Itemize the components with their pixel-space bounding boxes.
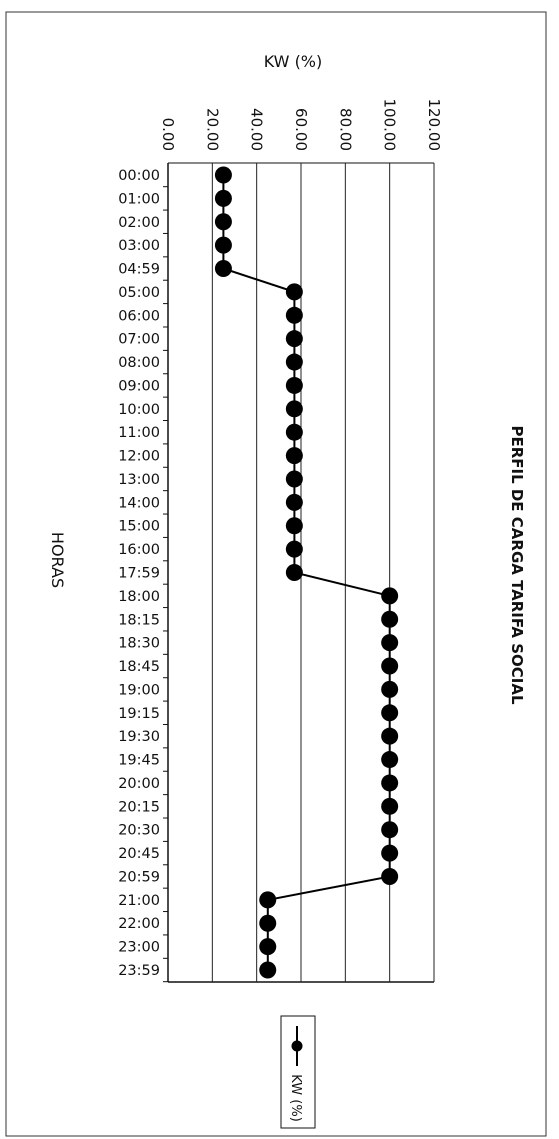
data-point <box>381 610 399 628</box>
legend-label: KW (%) <box>288 1074 303 1122</box>
x-tick-label: 16:00 <box>118 542 160 558</box>
data-point <box>259 891 277 909</box>
data-point <box>381 774 399 792</box>
y-tick-label: 60.00 <box>292 108 310 151</box>
x-tick-label: 13:00 <box>118 472 160 488</box>
data-point <box>381 751 399 769</box>
y-tick-label: 40.00 <box>248 108 266 151</box>
data-point <box>259 914 277 932</box>
x-tick-label: 17:59 <box>118 566 160 582</box>
outer-frame <box>5 11 547 1137</box>
x-tick-label: 20:59 <box>118 869 160 885</box>
data-point <box>285 376 303 394</box>
data-point <box>285 540 303 558</box>
data-point <box>381 587 399 605</box>
x-tick-label: 19:15 <box>118 706 160 722</box>
data-point <box>285 400 303 418</box>
data-point <box>214 166 232 184</box>
x-tick-label: 19:30 <box>118 729 160 745</box>
data-point <box>214 189 232 207</box>
x-tick-label: 22:00 <box>118 916 160 932</box>
x-tick-label: 04:59 <box>118 262 160 278</box>
data-point <box>285 447 303 465</box>
x-tick-label: 05:00 <box>118 285 160 301</box>
x-tick-label: 03:00 <box>118 238 160 254</box>
data-point <box>285 470 303 488</box>
data-point <box>381 680 399 698</box>
x-tick-label: 15:00 <box>118 519 160 535</box>
x-tick-label: 19:45 <box>118 753 160 769</box>
x-tick-label: 18:30 <box>118 636 160 652</box>
data-point <box>381 867 399 885</box>
x-axis-ticks: 00:00 01:00 02:00 03:00 04:59 05:00 06:00 07:00… <box>118 168 168 983</box>
data-point <box>214 236 232 254</box>
data-point <box>285 517 303 535</box>
y-tick-label: 100.00 <box>381 99 399 152</box>
x-tick-label: 18:45 <box>118 659 160 675</box>
x-tick-label: 01:00 <box>118 191 160 207</box>
data-point <box>214 260 232 278</box>
legend-dot-marker <box>291 1040 303 1052</box>
x-tick-label: 23:00 <box>118 940 160 956</box>
x-tick-label: 02:00 <box>118 215 160 231</box>
y-tick-label: 20.00 <box>203 108 221 151</box>
chart-title: PERFIL DE CARGA TARIFA SOCIAL <box>508 425 526 705</box>
data-point <box>259 961 277 979</box>
y-tick-label: 120.00 <box>425 99 443 152</box>
data-point <box>285 306 303 324</box>
data-point <box>285 283 303 301</box>
legend-box <box>280 1015 316 1129</box>
data-point <box>259 938 277 956</box>
x-tick-label: 21:00 <box>118 893 160 909</box>
x-tick-label: 20:30 <box>118 823 160 839</box>
x-tick-label: 20:00 <box>118 776 160 792</box>
y-tick-label: 80.00 <box>336 108 354 151</box>
x-tick-label: 06:00 <box>118 308 160 324</box>
data-point <box>381 704 399 722</box>
y-axis-label: KW (%) <box>264 52 323 71</box>
x-tick-label: 07:00 <box>118 332 160 348</box>
data-point <box>285 493 303 511</box>
data-point <box>381 844 399 862</box>
data-point <box>381 634 399 652</box>
x-tick-label: 18:00 <box>118 589 160 605</box>
x-tick-label: 12:00 <box>118 449 160 465</box>
x-tick-label: 20:15 <box>118 799 160 815</box>
x-tick-label: 00:00 <box>118 168 160 184</box>
x-tick-label: 08:00 <box>118 355 160 371</box>
series-group <box>214 166 399 979</box>
data-point <box>285 353 303 371</box>
series-line <box>222 175 391 970</box>
x-tick-label: 14:00 <box>118 495 160 511</box>
y-axis-ticks: 0.00 20.00 40.00 60.00 80.00 100.00 120.00 <box>159 99 443 152</box>
data-point <box>381 821 399 839</box>
data-point <box>214 213 232 231</box>
x-tick-label: 20:45 <box>118 846 160 862</box>
x-tick-label: 09:00 <box>118 378 160 394</box>
data-point <box>381 657 399 675</box>
x-tick-label: 10:00 <box>118 402 160 418</box>
data-point <box>285 564 303 581</box>
grid-lines <box>211 163 435 982</box>
data-point <box>285 423 303 441</box>
data-point <box>381 797 399 815</box>
y-tick-label: 0.00 <box>159 118 177 151</box>
data-point <box>285 330 303 348</box>
x-tick-label: 11:00 <box>118 425 160 441</box>
x-tick-label: 18:15 <box>118 612 160 628</box>
x-axis-label: HORAS <box>48 532 67 588</box>
x-tick-label: 19:00 <box>118 682 160 698</box>
data-point <box>381 727 399 745</box>
x-tick-label: 23:59 <box>118 963 160 979</box>
legend: KW (%) <box>280 1015 316 1129</box>
